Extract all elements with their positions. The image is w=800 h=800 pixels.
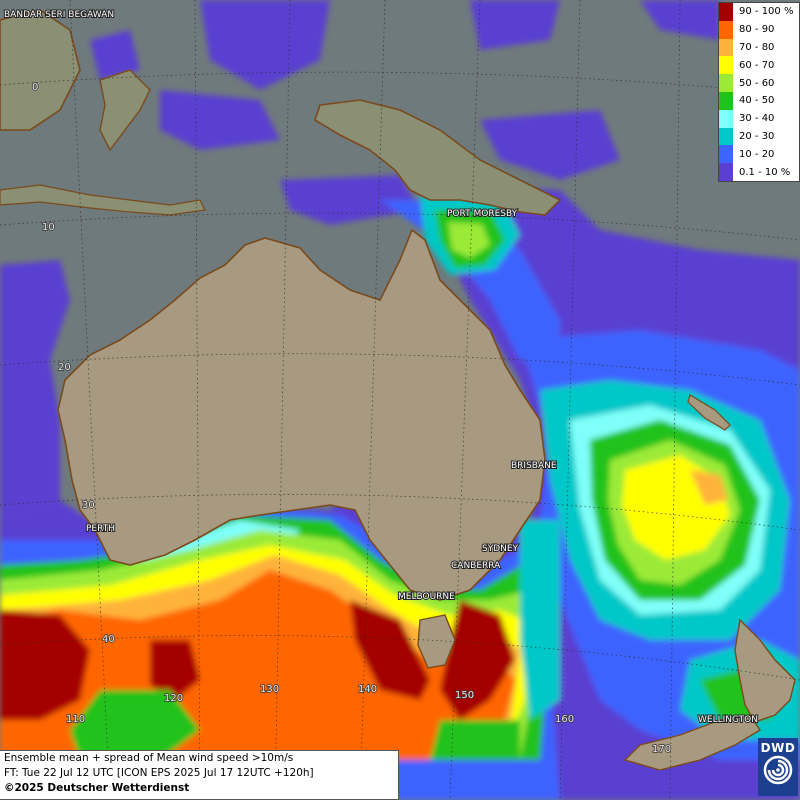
legend: 90 - 100 % 80 - 90 70 - 80 60 - 70 50 - 60 40…	[718, 2, 800, 182]
legend-item: 90 - 100 %	[719, 3, 799, 21]
new-guinea-land	[314, 99, 562, 216]
legend-label: 20 - 30	[739, 130, 775, 142]
lon-label-140: 140	[358, 684, 377, 695]
legend-label: 40 - 50	[739, 95, 775, 107]
legend-label: 30 - 40	[739, 113, 775, 125]
legend-label: 70 - 80	[739, 41, 775, 53]
legend-label: 50 - 60	[739, 77, 775, 89]
nz-north-island	[734, 618, 796, 723]
new-caledonia-land	[687, 394, 731, 431]
city-port-moresby: PORT MORESBY	[447, 209, 518, 219]
dwd-logo: DWD	[758, 738, 798, 796]
lon-label-130: 130	[260, 684, 279, 695]
legend-item: 0.1 - 10 %	[719, 163, 799, 181]
info-line-copyright: ©2025 Deutscher Wetterdienst	[4, 782, 190, 794]
sunda-islands	[0, 184, 206, 216]
latitude-labels: 0 10 20 30 40	[31, 81, 115, 646]
lat-label-40: 40	[102, 634, 115, 645]
legend-label: 60 - 70	[739, 59, 775, 71]
legend-swatch	[719, 74, 734, 92]
legend-swatch	[719, 163, 734, 181]
city-bandar-seri-begawan: BANDAR SERI BEGAWAN	[4, 10, 114, 20]
legend-swatch	[719, 109, 734, 128]
legend-swatch	[719, 91, 734, 110]
legend-label: 90 - 100 %	[739, 6, 794, 18]
city-sydney: SYDNEY	[482, 544, 519, 554]
legend-swatch	[719, 127, 734, 146]
lon-label-120: 120	[164, 693, 183, 704]
legend-item: 30 - 40	[719, 109, 799, 128]
nz-south-island	[623, 714, 761, 771]
lon-label-170: 170	[652, 744, 671, 755]
lon-label-160: 160	[555, 714, 574, 725]
info-line-forecast-time: FT: Tue 22 Jul 12 UTC [ICON EPS 2025 Jul…	[4, 767, 314, 779]
borneo-land	[0, 9, 81, 131]
legend-swatch	[719, 38, 734, 57]
sulawesi-land	[99, 69, 151, 152]
legend-item: 20 - 30	[719, 127, 799, 146]
lat-label-30: 30	[82, 500, 95, 511]
city-perth: PERTH	[86, 524, 115, 534]
tasmania-land	[417, 614, 456, 669]
australia-land	[57, 228, 546, 601]
legend-label: 0.1 - 10 %	[739, 166, 791, 178]
info-line-product: Ensemble mean + spread of Mean wind spee…	[4, 752, 294, 764]
legend-item: 40 - 50	[719, 91, 799, 110]
legend-item: 10 - 20	[719, 145, 799, 164]
info-box: Ensemble mean + spread of Mean wind spee…	[0, 750, 399, 800]
legend-item: 70 - 80	[719, 38, 799, 57]
legend-swatch	[719, 20, 734, 39]
city-canberra: CANBERRA	[451, 561, 501, 571]
landmass	[0, 9, 796, 771]
longitude-labels: 110 120 130 140 150 160 170	[65, 683, 672, 756]
lat-label-0: 0	[32, 82, 38, 93]
legend-item: 50 - 60	[719, 74, 799, 92]
city-melbourne: MELBOURNE	[398, 592, 455, 602]
legend-label: 80 - 90	[739, 24, 775, 36]
lon-label-110: 110	[66, 714, 85, 725]
dwd-logo-text: DWD	[760, 741, 796, 755]
lat-label-10: 10	[42, 222, 55, 233]
legend-swatch	[719, 3, 734, 21]
legend-item: 60 - 70	[719, 56, 799, 75]
city-markers: BANDAR SERI BEGAWAN PORT MORESBY BRISBAN…	[3, 9, 759, 726]
lon-label-150: 150	[455, 690, 474, 701]
lat-label-20: 20	[58, 362, 71, 373]
dwd-swirl-icon	[763, 755, 793, 785]
legend-label: 10 - 20	[739, 148, 775, 160]
legend-item: 80 - 90	[719, 20, 799, 39]
city-brisbane: BRISBANE	[511, 461, 557, 471]
legend-swatch	[719, 145, 734, 164]
legend-swatch	[719, 56, 734, 75]
city-wellington: WELLINGTON	[698, 715, 758, 725]
